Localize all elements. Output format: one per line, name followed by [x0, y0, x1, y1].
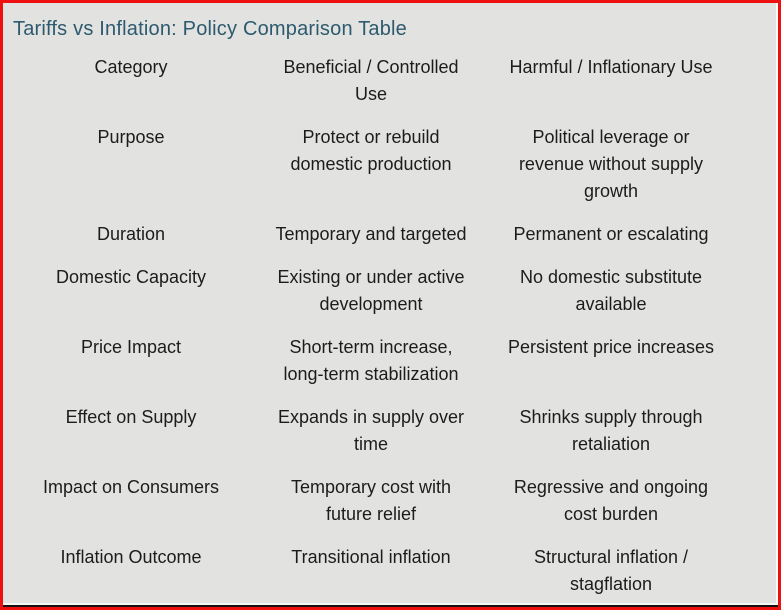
table-cell: Expands in supply over time: [277, 407, 465, 454]
table-cell: Persistent price increases: [507, 337, 715, 357]
table-cell: Temporary and targeted: [275, 224, 467, 244]
table-cell: Regressive and ongoing cost burden: [513, 477, 709, 524]
table-cell: Short-term increase, long-term stabiliza…: [283, 337, 459, 384]
table-row-impact-on-consumers: Impact on Consumers Temporary cost with …: [11, 466, 731, 536]
row-category-label: Inflation Outcome: [60, 547, 202, 567]
table-cell: Political leverage or revenue without su…: [518, 127, 704, 201]
comparison-table: Category Beneficial / Controlled Use Har…: [11, 46, 731, 606]
table-row-purpose: Purpose Protect or rebuild domestic prod…: [11, 116, 731, 213]
table-row-inflation-outcome: Inflation Outcome Transitional inflation…: [11, 536, 731, 606]
table-row-effect-on-supply: Effect on Supply Expands in supply over …: [11, 396, 731, 466]
bottom-edge-line: [3, 605, 778, 607]
row-category-label: Domestic Capacity: [55, 267, 207, 287]
right-edge-highlight: [776, 3, 778, 607]
table-row-duration: Duration Temporary and targeted Permanen…: [11, 213, 731, 256]
table-cell: Structural inflation / stagflation: [533, 547, 689, 594]
row-category-label: Duration: [96, 224, 166, 244]
page-title: Tariffs vs Inflation: Policy Comparison …: [13, 18, 407, 40]
column-header-beneficial-use: Beneficial / Controlled Use: [283, 57, 459, 104]
table-cell: Protect or rebuild domestic production: [290, 127, 452, 174]
table-row-price-impact: Price Impact Short-term increase, long-t…: [11, 326, 731, 396]
column-header-category: Category: [94, 57, 168, 77]
table-cell: Transitional inflation: [291, 547, 451, 567]
table-cell: Temporary cost with future relief: [290, 477, 452, 524]
table-cell: Permanent or escalating: [513, 224, 709, 244]
table-cell: Shrinks supply through retaliation: [519, 407, 703, 454]
row-category-label: Price Impact: [80, 337, 182, 357]
row-category-label: Impact on Consumers: [42, 477, 220, 497]
table-cell: Existing or under active development: [277, 267, 465, 314]
row-category-label: Purpose: [97, 127, 165, 147]
bottom-edge-highlight: [3, 603, 778, 605]
table-row-domestic-capacity: Domestic Capacity Existing or under acti…: [11, 256, 731, 326]
table-header-row: Category Beneficial / Controlled Use Har…: [11, 46, 731, 116]
row-category-label: Effect on Supply: [65, 407, 197, 427]
table-cell: No domestic substitute available: [519, 267, 703, 314]
column-header-harmful-use: Harmful / Inflationary Use: [509, 57, 713, 77]
